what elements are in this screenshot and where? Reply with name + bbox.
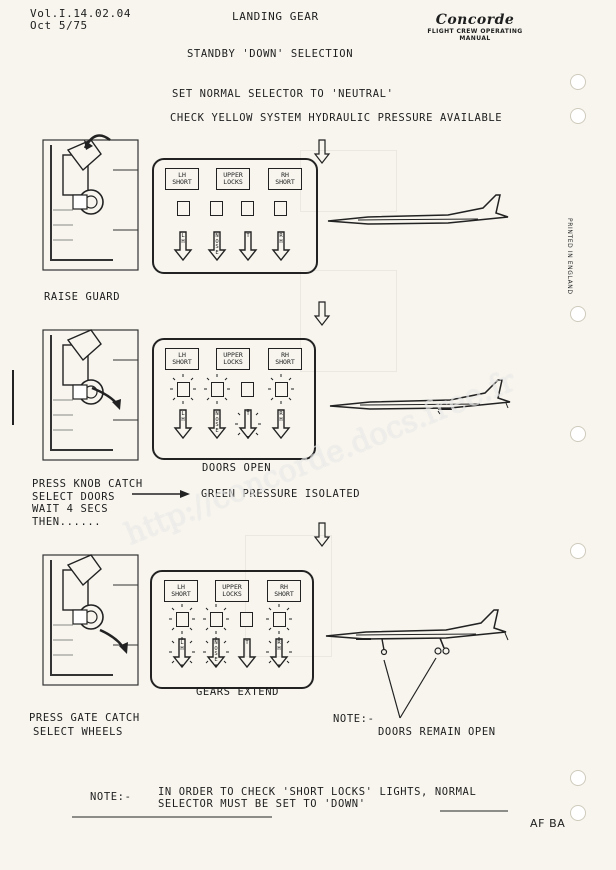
arrow-label-tail: T (246, 233, 250, 239)
upper-locks-light: UPPER LOCKS (215, 580, 249, 602)
arrow-label-lh: LH (180, 640, 184, 652)
doors-open-label: DOORS OPEN (202, 462, 272, 474)
footer-initials: AF BA (530, 817, 566, 830)
gear-light-nose-lit (210, 612, 223, 627)
rh-short-light: RH SHORT (268, 168, 302, 190)
green-pressure-isolated-label: GREEN PRESSURE ISOLATED (201, 488, 361, 500)
gear-light-tail (240, 612, 253, 627)
gear-light-lh (177, 201, 190, 216)
punch-hole (570, 426, 586, 442)
gears-extend-label: GEARS EXTEND (196, 686, 280, 698)
arrow-label-rh: RH (279, 411, 283, 423)
footer-note-label: NOTE:- (90, 791, 132, 803)
gear-light-tail (241, 382, 254, 397)
annunciator-panel-1 (152, 158, 318, 274)
step-press-knob: PRESS KNOB CATCH SELECT DOORS WAIT 4 SEC… (32, 478, 143, 528)
step-set-normal: SET NORMAL SELECTOR TO 'NEUTRAL' (172, 88, 394, 100)
gear-light-lh-lit (177, 382, 190, 397)
annunciator-panel-2 (152, 338, 316, 460)
lh-short-light: LH SHORT (165, 168, 199, 190)
show-through (300, 270, 397, 372)
punch-hole (570, 306, 586, 322)
rh-short-light: RH SHORT (268, 348, 302, 370)
arrow-label-rh: RH (279, 233, 283, 245)
footer-note-text: IN ORDER TO CHECK 'SHORT LOCKS' LIGHTS, … (158, 786, 477, 810)
punch-hole (570, 770, 586, 786)
punch-hole (570, 805, 586, 821)
upper-locks-light: UPPER LOCKS (216, 348, 250, 370)
punch-hole (570, 74, 586, 90)
arrow-label-lh: LH (181, 411, 185, 423)
gear-light-lh-lit (176, 612, 189, 627)
upper-locks-light: UPPER LOCKS (216, 168, 250, 190)
arrow-label-tail: T (246, 411, 250, 417)
gear-light-nose (210, 201, 223, 216)
gear-light-rh-lit (273, 612, 286, 627)
section-subtitle: STANDBY 'DOWN' SELECTION (187, 48, 354, 60)
gear-light-nose-lit (211, 382, 224, 397)
rh-short-light: RH SHORT (267, 580, 301, 602)
document-reference: Vol.I.14.02.04 Oct 5/75 (30, 7, 132, 32)
arrow-label-nose: NOSE (215, 411, 219, 434)
lh-short-light: LH SHORT (165, 348, 199, 370)
step-raise-guard: RAISE GUARD (44, 291, 121, 303)
punch-hole (570, 543, 586, 559)
gear-light-rh (274, 201, 287, 216)
gear-light-rh-lit (275, 382, 288, 397)
arrow-label-tail: T (245, 640, 249, 646)
arrow-label-nose: NOSE (215, 233, 219, 256)
step-check-yellow: CHECK YELLOW SYSTEM HYDRAULIC PRESSURE A… (170, 112, 503, 124)
step-press-gate: PRESS GATE CATCH SELECT WHEELS (29, 712, 140, 738)
arrow-label-lh: LH (181, 233, 185, 245)
note-label: NOTE:- (333, 713, 375, 725)
lh-short-light: LH SHORT (164, 580, 198, 602)
brand-logo: Concorde FLIGHT CREW OPERATING MANUAL (427, 12, 523, 42)
page-title: LANDING GEAR (232, 10, 319, 23)
doors-remain-open-label: DOORS REMAIN OPEN (378, 726, 496, 738)
gear-light-tail (241, 201, 254, 216)
annunciator-panel-3 (150, 570, 314, 689)
arrow-label-rh: RH (277, 640, 281, 652)
punch-hole (570, 108, 586, 124)
arrow-label-nose: NOSE (214, 640, 218, 663)
